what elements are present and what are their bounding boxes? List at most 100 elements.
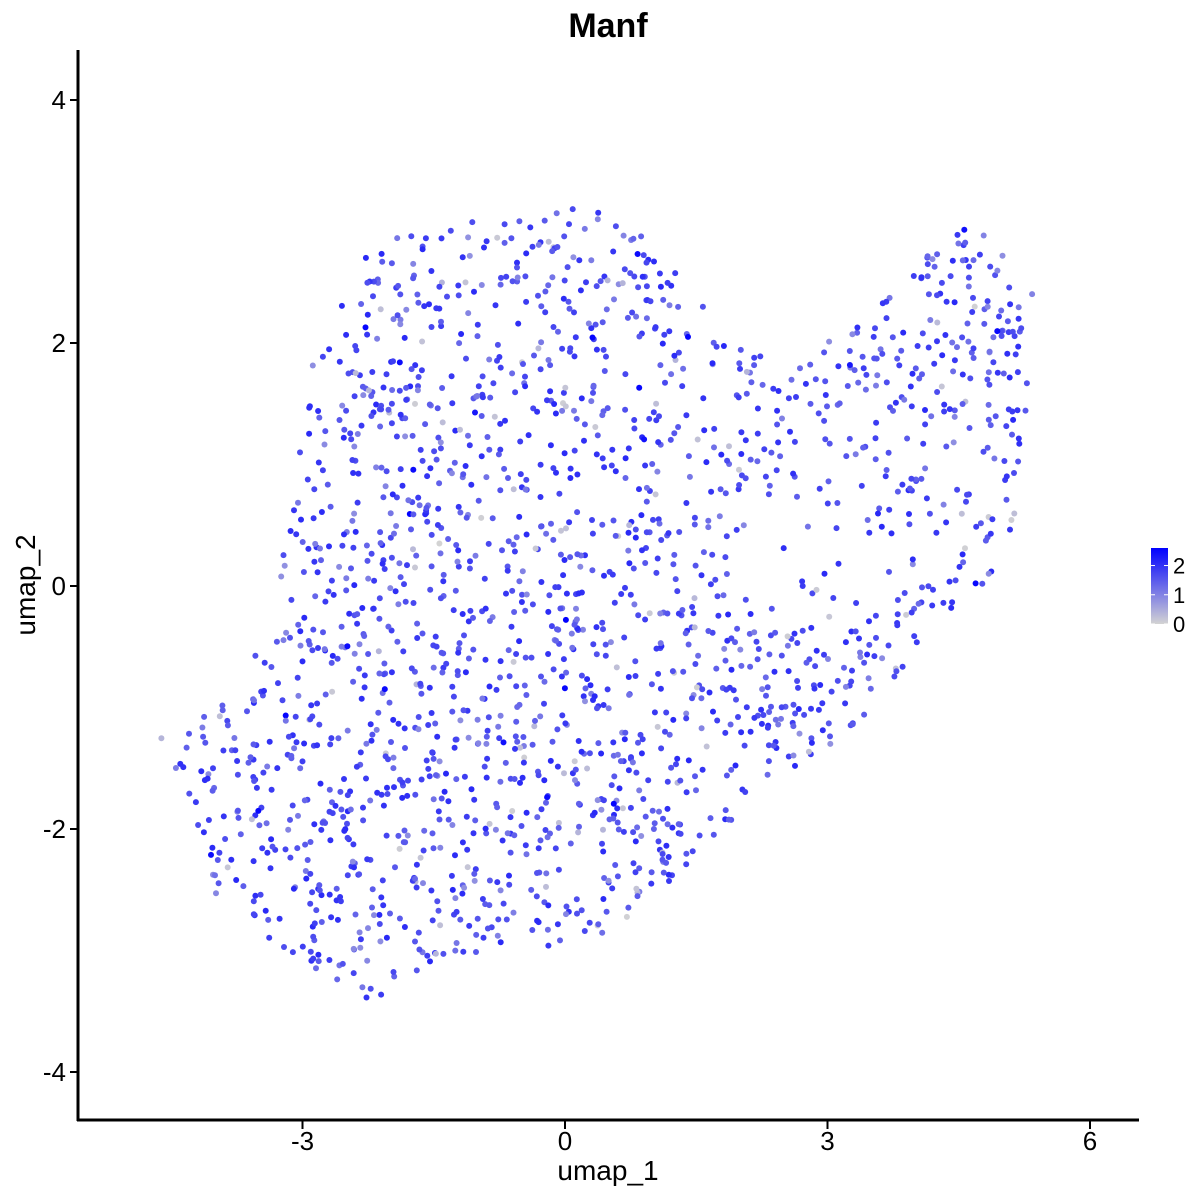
data-point xyxy=(220,813,227,820)
data-point xyxy=(389,491,396,498)
data-point xyxy=(463,355,469,362)
data-point xyxy=(713,343,720,350)
data-point xyxy=(419,246,426,253)
data-point xyxy=(387,585,394,592)
data-point xyxy=(319,467,326,474)
data-point xyxy=(662,379,668,386)
data-point xyxy=(205,771,212,778)
data-point xyxy=(927,317,934,323)
data-point xyxy=(231,735,238,741)
data-point xyxy=(846,348,853,354)
data-point xyxy=(741,742,748,749)
data-point xyxy=(264,763,271,770)
data-point xyxy=(257,891,264,898)
data-point xyxy=(691,595,698,602)
data-point xyxy=(356,871,363,878)
data-point xyxy=(825,478,832,485)
data-point xyxy=(274,765,281,772)
data-point xyxy=(603,908,610,915)
data-point xyxy=(873,382,879,389)
data-point xyxy=(316,414,323,421)
data-point xyxy=(626,560,633,567)
data-point xyxy=(587,682,594,689)
data-point xyxy=(602,652,609,659)
data-point xyxy=(158,735,165,742)
data-point xyxy=(532,545,539,552)
data-point xyxy=(363,775,369,782)
data-point xyxy=(504,563,511,570)
colorbar-ticks: 210 xyxy=(1151,554,1185,637)
data-point xyxy=(356,929,363,936)
data-point xyxy=(393,494,400,501)
data-point xyxy=(497,658,504,665)
data-point xyxy=(350,470,357,476)
data-point xyxy=(778,715,784,722)
data-point xyxy=(428,531,435,538)
data-point xyxy=(548,623,555,630)
data-point xyxy=(353,763,360,770)
data-point xyxy=(503,590,509,597)
data-point xyxy=(268,836,275,843)
data-point xyxy=(379,877,386,884)
data-point xyxy=(465,310,472,317)
data-point xyxy=(855,379,862,386)
data-point xyxy=(836,400,843,407)
data-point xyxy=(575,829,582,836)
data-point xyxy=(400,648,407,655)
data-point xyxy=(515,320,522,327)
data-point xyxy=(554,726,561,733)
data-point xyxy=(871,653,878,660)
data-point xyxy=(322,598,329,605)
data-point xyxy=(819,727,826,734)
data-point xyxy=(908,475,915,482)
data-point xyxy=(486,356,493,363)
data-point xyxy=(490,380,497,387)
data-point xyxy=(517,471,524,478)
data-point xyxy=(334,916,341,923)
data-point xyxy=(736,482,743,488)
data-point xyxy=(1006,374,1013,381)
data-point xyxy=(852,628,859,635)
data-point xyxy=(318,557,324,564)
data-point xyxy=(414,635,421,641)
data-point xyxy=(547,442,554,449)
data-point xyxy=(459,611,466,617)
data-point xyxy=(369,369,376,375)
data-point xyxy=(415,299,422,306)
data-point xyxy=(765,742,772,749)
data-point xyxy=(715,612,722,619)
data-point xyxy=(186,790,193,797)
data-point xyxy=(578,748,585,755)
data-point xyxy=(360,817,367,824)
data-point xyxy=(835,363,842,370)
data-point xyxy=(864,517,871,523)
data-point xyxy=(355,470,362,477)
data-point xyxy=(314,742,321,749)
data-point xyxy=(478,514,485,521)
data-point xyxy=(519,591,525,598)
data-point xyxy=(313,907,320,914)
data-point xyxy=(441,788,448,795)
data-point xyxy=(450,693,457,700)
data-point xyxy=(994,328,1001,335)
data-point xyxy=(724,457,731,464)
data-point xyxy=(563,911,569,918)
data-point xyxy=(933,529,940,536)
data-point xyxy=(449,886,456,893)
data-point xyxy=(722,657,729,664)
data-point xyxy=(985,401,992,408)
data-point xyxy=(497,487,504,494)
data-point xyxy=(751,362,758,369)
data-point xyxy=(327,837,334,844)
data-point xyxy=(722,554,729,561)
data-point xyxy=(351,393,358,400)
data-point xyxy=(788,376,795,383)
data-point xyxy=(736,466,742,473)
data-point xyxy=(753,638,760,645)
colorbar xyxy=(1151,548,1168,624)
data-point xyxy=(346,610,353,617)
data-point xyxy=(438,323,445,330)
data-point xyxy=(462,669,469,676)
data-point xyxy=(675,349,682,356)
